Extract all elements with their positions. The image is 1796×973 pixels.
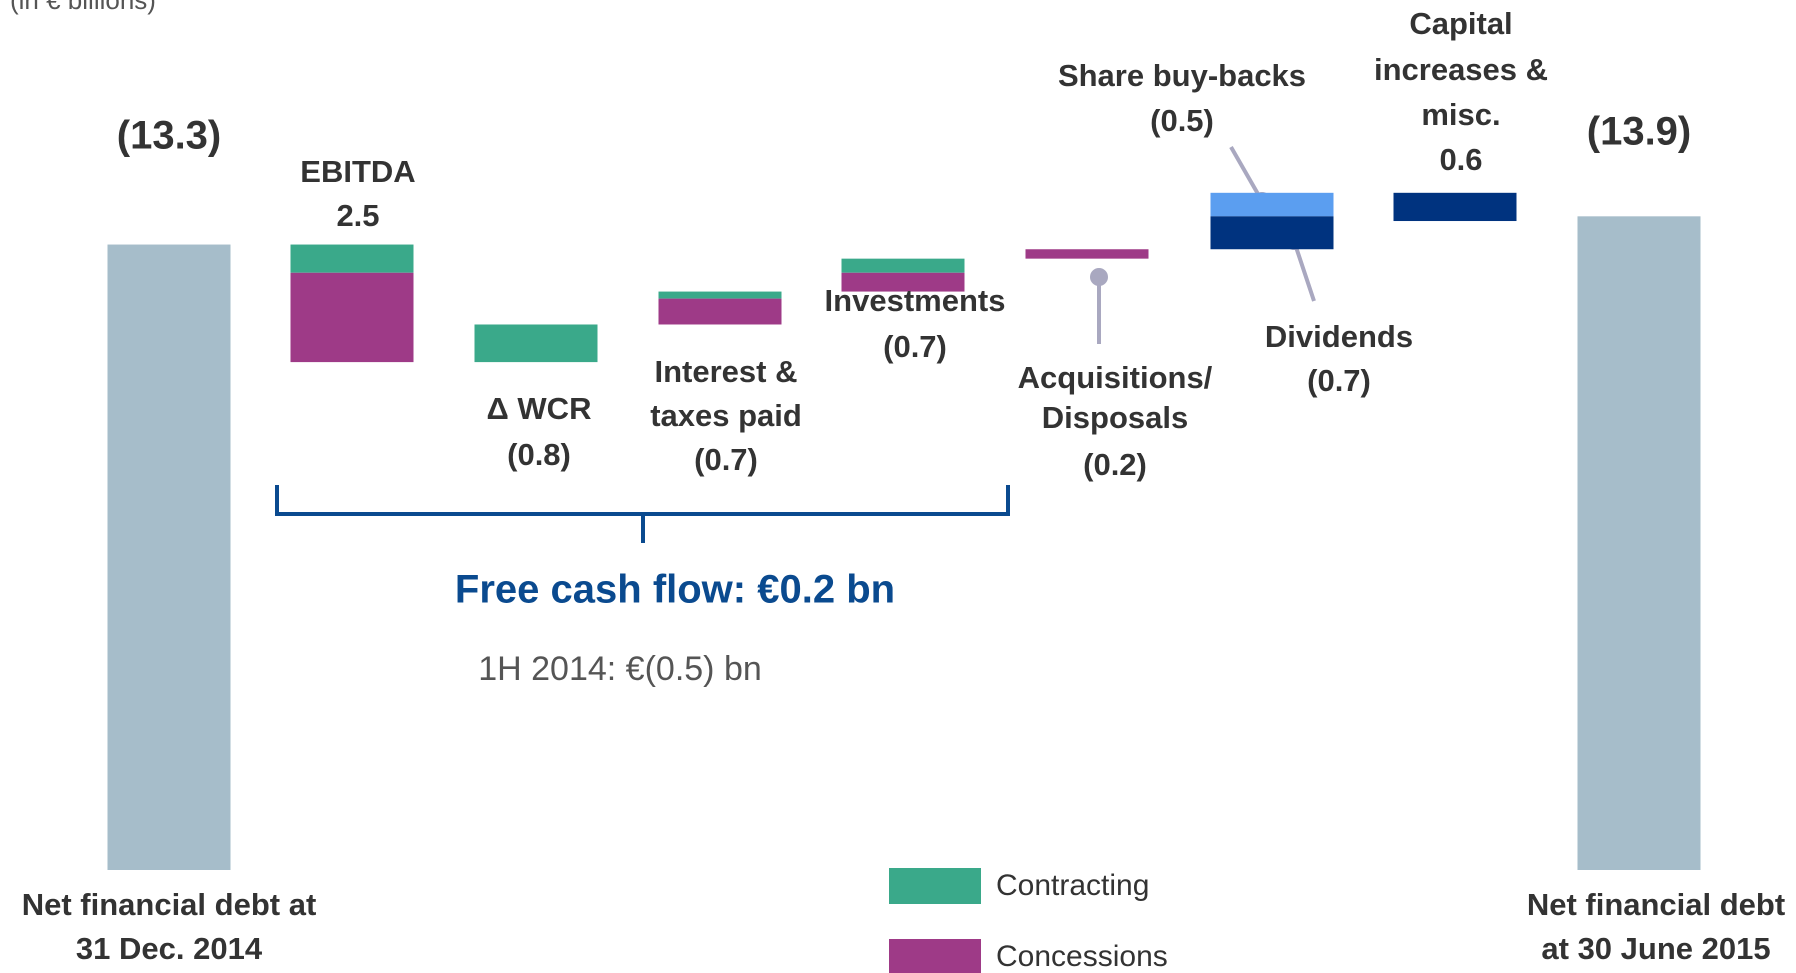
category-label: Dividends <box>1265 319 1413 354</box>
value-label: (0.7) <box>883 329 947 364</box>
category-label: Disposals <box>1042 400 1188 435</box>
bar-segment <box>1210 192 1334 217</box>
value-label: (0.5) <box>1150 103 1214 138</box>
bar-segment <box>658 291 782 299</box>
value-label: (13.9) <box>1587 110 1692 154</box>
category-label: Capital <box>1409 6 1512 41</box>
category-label: taxes paid <box>650 398 802 433</box>
free-cash-flow: Free cash flow: €0.2 bn <box>455 568 895 612</box>
category-label: 31 Dec. 2014 <box>76 931 263 966</box>
brace <box>275 485 1010 543</box>
legend-label: Contracting <box>996 869 1149 902</box>
comparison: 1H 2014: €(0.5) bn <box>478 650 762 688</box>
category-label: Acquisitions/ <box>1018 360 1213 395</box>
value-label: 0.6 <box>1439 142 1482 177</box>
bar <box>1393 192 1517 222</box>
legend-label: Concessions <box>996 940 1168 973</box>
category-label: at 30 June 2015 <box>1541 931 1770 966</box>
value-label: (0.8) <box>507 437 571 472</box>
legend-swatch <box>889 868 981 904</box>
category-label: Investments <box>825 283 1006 318</box>
leader-dot <box>1090 268 1108 286</box>
bar-segment <box>841 258 965 273</box>
leader-line <box>1229 146 1264 202</box>
value-label: (0.2) <box>1083 447 1147 482</box>
value-label: (0.7) <box>1307 363 1371 398</box>
category-label: Δ WCR <box>487 391 592 426</box>
category-label: increases & <box>1374 52 1548 87</box>
bar-segment <box>1210 216 1334 250</box>
bar-segment <box>841 272 965 292</box>
category-label: EBITDA <box>300 154 415 189</box>
value-label: 2.5 <box>336 198 379 233</box>
bar <box>474 324 598 363</box>
total-bar <box>107 244 231 871</box>
category-label: Net financial debt at <box>22 887 317 922</box>
bar-segment <box>658 298 782 325</box>
value-label: (0.7) <box>694 442 758 477</box>
category-label: Interest & <box>655 354 798 389</box>
category-label: Net financial debt <box>1527 887 1785 922</box>
bar-segment <box>290 244 414 273</box>
bar-segment <box>290 272 414 363</box>
bar <box>1025 249 1149 259</box>
category-label: Share buy-backs <box>1058 58 1306 93</box>
leader-line <box>1292 240 1316 302</box>
legend-swatch <box>889 939 981 973</box>
total-bar <box>1577 216 1701 870</box>
note: (in € billions) <box>10 0 156 15</box>
value-label: (13.3) <box>117 114 222 158</box>
category-label: misc. <box>1421 97 1500 132</box>
